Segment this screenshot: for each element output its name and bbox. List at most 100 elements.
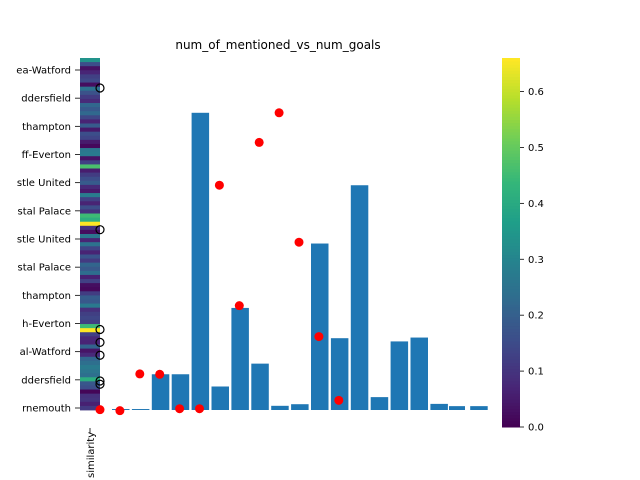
heatmap-cell xyxy=(80,397,100,403)
bar xyxy=(410,337,428,410)
heatmap-cell xyxy=(80,348,100,354)
heatmap-cell xyxy=(80,103,100,108)
heatmap-cell xyxy=(80,217,100,223)
colorbar-segment xyxy=(502,91,520,96)
colorbar-segment xyxy=(502,340,520,345)
colorbar-segment xyxy=(502,300,520,305)
colorbar-segment xyxy=(502,304,520,308)
heatmap-cell xyxy=(80,246,100,251)
colorbar-segment xyxy=(502,257,520,262)
colorbar-segment xyxy=(502,174,520,179)
heatmap-cell xyxy=(80,250,100,255)
colorbar-segment xyxy=(502,217,520,222)
colorbar-tick-label: 0.2 xyxy=(528,311,544,322)
bar xyxy=(390,341,409,410)
colorbar-segment xyxy=(502,368,520,373)
colorbar-segment xyxy=(502,264,520,268)
heatmap-cell xyxy=(80,238,100,243)
colorbar-segment xyxy=(502,184,520,188)
red-point xyxy=(254,137,264,147)
colorbar-segment xyxy=(502,248,520,253)
heatmap-cell xyxy=(80,311,100,317)
bar-series xyxy=(112,112,488,410)
colorbar-segment xyxy=(502,417,520,422)
heatmap-cell xyxy=(80,274,100,280)
heatmap-cell xyxy=(80,328,100,333)
heatmap-cell xyxy=(80,381,100,386)
outline-point xyxy=(95,379,105,389)
outline-point-series xyxy=(95,83,105,389)
bar xyxy=(231,307,249,410)
colorbar-segment xyxy=(502,131,520,136)
heatmap-cell xyxy=(80,225,100,231)
heatmap-cell xyxy=(80,254,100,259)
colorbar-segment xyxy=(502,356,520,360)
colorbar-segment xyxy=(502,82,520,87)
colorbar-segment xyxy=(502,199,520,204)
colorbar-segment xyxy=(502,125,520,130)
colorbar-segment xyxy=(502,359,520,363)
colorbar-segment xyxy=(502,347,520,351)
heatmap-cell xyxy=(80,193,100,198)
colorbar-segment xyxy=(502,214,520,219)
heatmap-cell xyxy=(80,209,100,214)
bar xyxy=(191,112,210,410)
outline-point xyxy=(95,83,105,93)
colorbar-tick-label: 0.1 xyxy=(528,367,544,378)
colorbar-tick-label: 0.4 xyxy=(528,199,544,210)
colorbar-segment xyxy=(502,374,520,379)
colorbar-segment xyxy=(502,227,520,231)
red-point xyxy=(274,108,284,118)
colorbar-segment xyxy=(502,67,520,71)
colorbar-segment xyxy=(502,377,520,382)
bar xyxy=(330,338,349,410)
heatmap-cell xyxy=(80,340,100,345)
heatmap-cell xyxy=(80,336,100,341)
colorbar-segment xyxy=(502,362,520,367)
red-point xyxy=(95,405,105,415)
outline-point xyxy=(95,225,105,235)
bar xyxy=(271,405,289,410)
bar xyxy=(291,404,309,410)
colorbar-segment xyxy=(502,411,520,416)
heatmap-y-tick-labels: ea-Watford ddersfield thampton ff-Everton st… xyxy=(16,66,80,415)
colorbar-segment xyxy=(502,119,520,124)
colorbar-segment xyxy=(502,316,520,320)
heatmap-cell xyxy=(80,352,100,358)
colorbar-segment xyxy=(502,383,520,388)
y-tick-label: thampton xyxy=(22,122,71,133)
colorbar-tick-label: 0.6 xyxy=(528,87,544,98)
heatmap-cell xyxy=(80,123,100,128)
heatmap-cell xyxy=(80,152,100,157)
colorbar-segment xyxy=(502,239,520,244)
colorbar-segment xyxy=(502,168,520,173)
heatmap-cell xyxy=(80,279,100,284)
bar xyxy=(470,406,488,410)
heatmap-cell xyxy=(80,70,100,75)
y-tick-label: ff-Everton xyxy=(22,150,71,161)
colorbar-segment xyxy=(502,322,520,327)
bar xyxy=(311,243,329,410)
y-tick-label: al-Watford xyxy=(20,347,71,358)
colorbar-segment xyxy=(502,97,520,102)
colorbar-segment xyxy=(502,196,520,200)
chart-title: num_of_mentioned_vs_num_goals xyxy=(175,38,380,52)
bar xyxy=(370,397,389,410)
heatmap-cell xyxy=(80,168,100,173)
colorbar-segment xyxy=(502,233,520,237)
colorbar-segment xyxy=(502,202,520,207)
bar xyxy=(211,386,229,410)
bar xyxy=(430,403,448,410)
colorbar-segment xyxy=(502,76,520,81)
colorbar-segment xyxy=(502,104,520,108)
colorbar-segment xyxy=(502,267,520,271)
y-tick-label: stle United xyxy=(17,178,71,189)
heatmap-cell xyxy=(80,115,100,120)
colorbar-segment xyxy=(502,122,520,127)
colorbar-segment xyxy=(502,144,520,148)
heatmap-cell xyxy=(80,262,100,268)
bar xyxy=(350,185,369,410)
colorbar-segment xyxy=(502,190,520,194)
colorbar-segment xyxy=(502,405,520,410)
